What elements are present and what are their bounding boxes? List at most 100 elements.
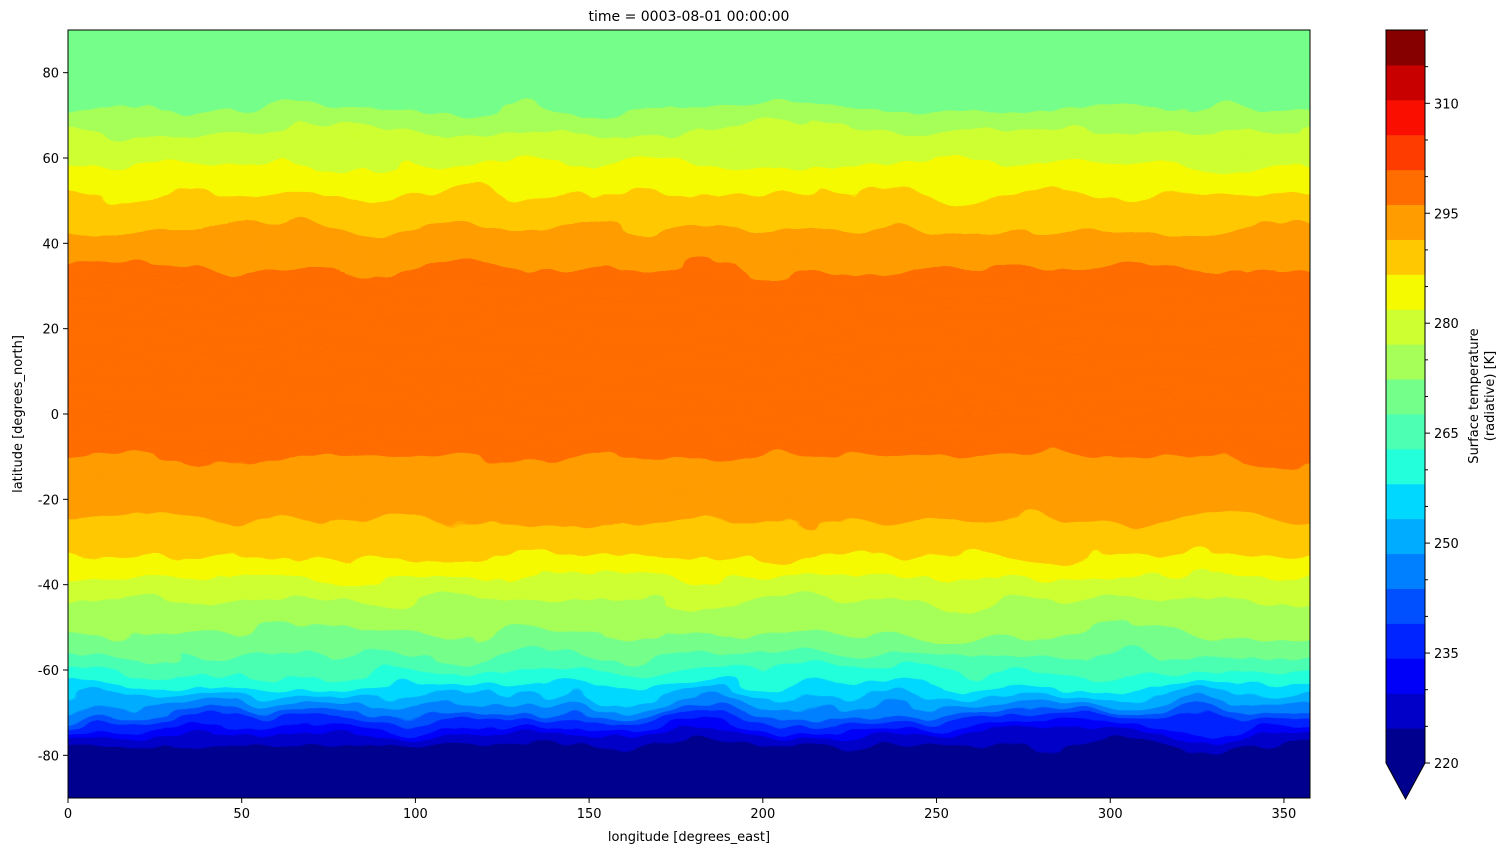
temperature-band bbox=[68, 247, 1310, 251]
colorbar-frame bbox=[1385, 29, 1426, 801]
temperature-band bbox=[28, 817, 1350, 820]
temperature-band bbox=[68, 140, 1310, 144]
temperature-band bbox=[68, 123, 1310, 127]
temperature-band bbox=[68, 674, 1310, 677]
temperature-band bbox=[68, 360, 1310, 364]
temperature-band bbox=[68, 228, 1310, 232]
temperature-band bbox=[68, 740, 1310, 744]
temperature-band bbox=[68, 652, 1310, 656]
temperature-band bbox=[68, 469, 1310, 473]
temperature-band bbox=[68, 369, 1310, 372]
colorbar bbox=[1385, 29, 1426, 801]
temperature-band bbox=[68, 222, 1310, 225]
temperature-band bbox=[68, 326, 1310, 330]
temperature-band bbox=[68, 695, 1310, 699]
temperature-band bbox=[28, 804, 1350, 807]
temperature-band bbox=[68, 70, 1310, 74]
temperature-band bbox=[68, 518, 1310, 522]
temperature-band bbox=[68, 132, 1310, 136]
temperature-band bbox=[68, 332, 1310, 336]
temperature-band bbox=[68, 505, 1310, 509]
temperature-band bbox=[68, 98, 1310, 101]
temperature-band bbox=[68, 512, 1310, 515]
temperature-band bbox=[68, 134, 1310, 138]
temperature-band bbox=[28, 800, 1350, 803]
colorbar-segment bbox=[1386, 658, 1425, 694]
temperature-band bbox=[68, 411, 1310, 415]
temperature-band bbox=[68, 670, 1310, 673]
temperature-band bbox=[68, 192, 1310, 195]
temperature-band bbox=[68, 646, 1310, 650]
temperature-band bbox=[68, 375, 1310, 379]
temperature-band bbox=[68, 772, 1310, 776]
temperature-band bbox=[68, 516, 1310, 520]
temperature-band bbox=[68, 524, 1310, 528]
temperature-band bbox=[68, 699, 1310, 703]
temperature-band bbox=[68, 770, 1310, 773]
temperature-band bbox=[68, 448, 1310, 451]
temperature-band bbox=[68, 179, 1310, 183]
x-tick-label: 100 bbox=[403, 807, 428, 822]
temperature-band bbox=[68, 731, 1310, 735]
colorbar-segment bbox=[1386, 588, 1425, 624]
temperature-band bbox=[68, 644, 1310, 648]
temperature-band bbox=[68, 556, 1310, 560]
colorbar-segment bbox=[1386, 693, 1425, 729]
temperature-band bbox=[68, 426, 1310, 430]
temperature-band bbox=[68, 514, 1310, 517]
plot-area bbox=[28, 30, 1350, 820]
temperature-band bbox=[68, 422, 1310, 426]
temperature-band bbox=[68, 185, 1310, 189]
temperature-band bbox=[68, 367, 1310, 370]
temperature-band bbox=[68, 42, 1310, 46]
temperature-band bbox=[68, 209, 1310, 212]
temperature-band bbox=[68, 151, 1310, 155]
temperature-band bbox=[68, 83, 1310, 87]
temperature-band bbox=[68, 232, 1310, 236]
temperature-band bbox=[68, 550, 1310, 554]
temperature-band bbox=[68, 113, 1310, 116]
temperature-band bbox=[68, 595, 1310, 599]
temperature-band bbox=[68, 710, 1310, 714]
temperature-band bbox=[68, 57, 1310, 61]
temperature-band bbox=[68, 785, 1310, 788]
temperature-band bbox=[68, 339, 1310, 343]
temperature-band bbox=[68, 616, 1310, 620]
temperature-band bbox=[68, 446, 1310, 449]
temperature-band bbox=[68, 414, 1310, 417]
x-tick-label: 350 bbox=[1272, 807, 1297, 822]
temperature-band bbox=[68, 40, 1310, 44]
colorbar-segment bbox=[1386, 553, 1425, 589]
y-tick-label: -20 bbox=[38, 493, 59, 508]
temperature-band bbox=[68, 640, 1310, 643]
temperature-band bbox=[68, 81, 1310, 84]
temperature-band bbox=[68, 424, 1310, 428]
x-tick-label: 150 bbox=[577, 807, 602, 822]
temperature-band bbox=[68, 544, 1310, 547]
temperature-band bbox=[68, 226, 1310, 229]
temperature-band bbox=[68, 85, 1310, 89]
temperature-band bbox=[68, 74, 1310, 78]
temperature-band bbox=[68, 158, 1310, 161]
temperature-band bbox=[68, 175, 1310, 178]
temperature-band bbox=[68, 768, 1310, 771]
temperature-band bbox=[68, 328, 1310, 332]
temperature-band bbox=[68, 486, 1310, 490]
temperature-band bbox=[68, 115, 1310, 119]
temperature-band bbox=[68, 183, 1310, 187]
temperature-band bbox=[68, 155, 1310, 159]
temperature-band bbox=[68, 454, 1310, 458]
temperature-band bbox=[68, 480, 1310, 483]
temperature-band bbox=[68, 531, 1310, 535]
temperature-band bbox=[68, 298, 1310, 302]
temperature-band bbox=[68, 162, 1310, 165]
temperature-band bbox=[68, 661, 1310, 665]
temperature-band bbox=[68, 601, 1310, 605]
temperature-band bbox=[68, 379, 1310, 383]
temperature-band bbox=[68, 561, 1310, 564]
temperature-band bbox=[68, 51, 1310, 55]
temperature-band bbox=[68, 168, 1310, 172]
temperature-band bbox=[68, 533, 1310, 537]
temperature-band bbox=[68, 117, 1310, 121]
temperature-band bbox=[68, 307, 1310, 311]
